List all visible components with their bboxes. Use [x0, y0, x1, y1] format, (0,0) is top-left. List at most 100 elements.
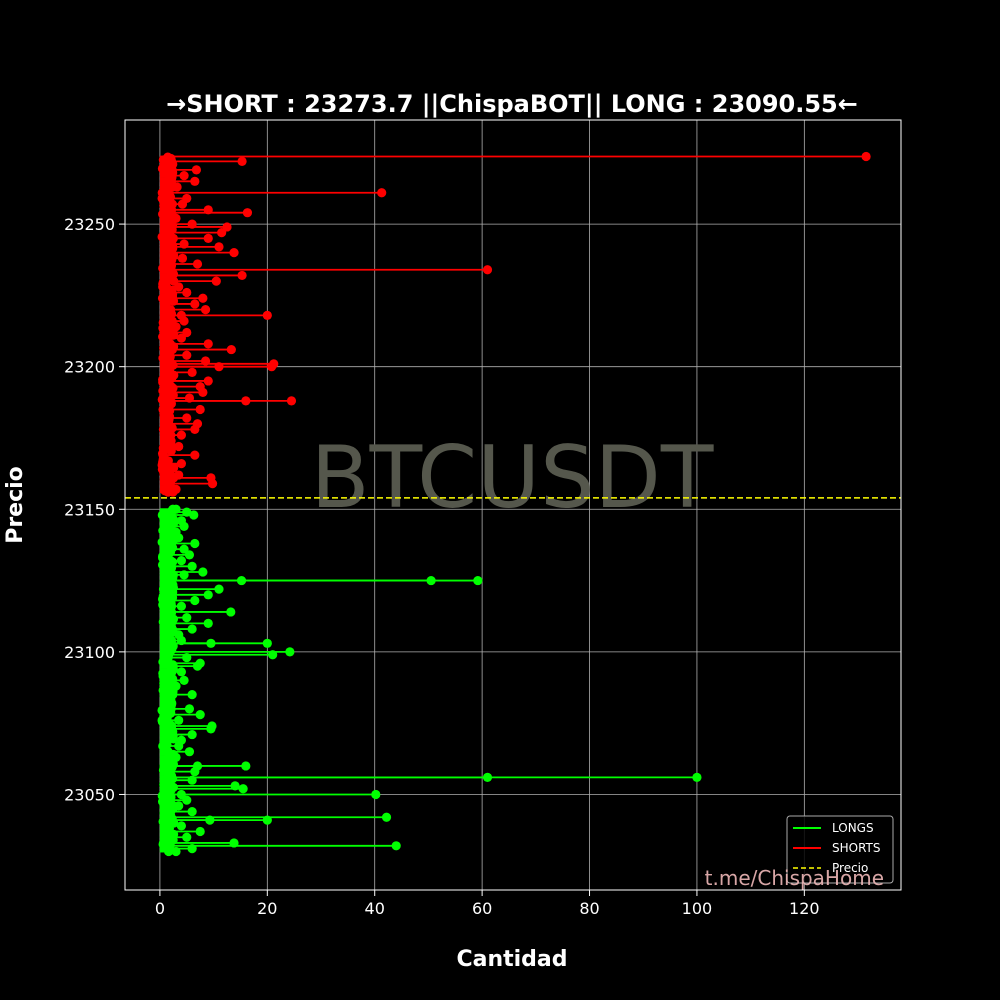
order-point	[168, 504, 178, 514]
legend-longs-label: LONGS	[832, 821, 874, 835]
order-point	[177, 199, 188, 209]
marks	[157, 151, 871, 857]
order-point	[192, 259, 203, 269]
y-tick-label: 23250	[64, 215, 115, 234]
x-tick-label: 80	[579, 899, 599, 918]
x-tick-label: 120	[789, 899, 820, 918]
order-point	[285, 647, 295, 657]
y-tick-label: 23100	[64, 643, 115, 662]
x-axis-label: Cantidad	[456, 947, 567, 972]
order-point	[192, 661, 203, 671]
order-point	[214, 584, 224, 594]
order-point	[179, 171, 189, 181]
x-tick-label: 20	[257, 899, 277, 918]
order-point	[176, 459, 186, 469]
order-point	[482, 772, 493, 782]
x-tick-label: 100	[682, 899, 713, 918]
plot-frame	[124, 119, 902, 891]
order-point	[179, 521, 189, 531]
x-tick-label: 60	[472, 899, 492, 918]
order-point	[177, 253, 188, 263]
y-tick-label: 23050	[64, 785, 115, 804]
order-point	[179, 316, 189, 326]
watermark: BTCUSDT	[311, 428, 714, 528]
order-point	[163, 152, 173, 162]
order-point	[203, 233, 213, 243]
order-point	[176, 333, 186, 343]
series-shorts	[157, 151, 871, 497]
y-axis-label: Precio	[3, 466, 28, 544]
order-point	[195, 826, 205, 837]
series-longs	[157, 504, 702, 857]
order-point	[241, 761, 251, 771]
order-point	[214, 242, 224, 252]
order-point	[190, 424, 200, 435]
order-point	[187, 729, 197, 740]
order-point	[195, 404, 205, 415]
order-point	[203, 618, 213, 628]
order-point	[237, 270, 247, 281]
order-point	[187, 367, 197, 377]
order-point	[262, 310, 272, 320]
order-point	[187, 561, 197, 571]
order-point	[190, 299, 200, 309]
order-point	[198, 567, 208, 577]
order-point	[200, 305, 211, 315]
order-point	[171, 846, 181, 857]
order-point	[242, 208, 253, 218]
order-point	[238, 784, 248, 794]
order-point	[187, 844, 197, 854]
order-point	[206, 724, 216, 734]
order-point	[184, 747, 195, 757]
order-point	[241, 396, 251, 406]
order-point	[190, 538, 200, 549]
ticks: 0 20 40 60 80 100 120 23050 23100 23150 23200 23250	[64, 215, 820, 918]
order-point	[179, 675, 189, 685]
order-point	[286, 396, 297, 406]
order-point	[182, 350, 192, 360]
order-point	[237, 156, 247, 166]
order-point	[182, 795, 192, 805]
order-point	[482, 265, 493, 275]
order-point	[189, 510, 199, 520]
order-point	[191, 165, 202, 175]
footer-link: t.me/ChispaHome	[705, 866, 884, 890]
order-point	[692, 772, 702, 782]
order-point	[195, 710, 205, 720]
order-point	[268, 650, 278, 660]
order-point	[226, 607, 236, 617]
order-point	[377, 188, 387, 198]
order-point	[187, 775, 197, 785]
order-point	[179, 570, 189, 580]
order-point	[198, 293, 208, 303]
order-point	[229, 248, 239, 258]
order-point	[190, 595, 200, 606]
order-point	[861, 151, 871, 162]
legend-box	[786, 815, 894, 884]
order-point	[426, 575, 436, 586]
y-tick-label: 23200	[64, 358, 115, 377]
order-point	[182, 413, 192, 423]
order-point	[187, 624, 197, 634]
order-point	[203, 339, 213, 349]
order-point	[174, 715, 184, 725]
order-point	[174, 441, 184, 452]
order-point	[176, 821, 186, 831]
order-point	[391, 841, 401, 851]
chart-title: →SHORT : 23273.7 ||ChispaBOT|| LONG : 23…	[166, 90, 858, 118]
order-point	[176, 430, 186, 440]
x-tick-label: 0	[155, 899, 165, 918]
order-point	[473, 575, 483, 586]
legend-price-label: Precio	[832, 861, 868, 875]
order-point	[262, 815, 272, 825]
order-point	[211, 276, 221, 286]
order-point	[217, 228, 227, 238]
order-point	[182, 613, 192, 623]
order-point	[203, 590, 213, 600]
order-point	[174, 741, 184, 751]
order-point	[236, 575, 247, 586]
order-point	[187, 806, 197, 817]
order-point	[226, 344, 236, 355]
order-point	[207, 479, 218, 489]
